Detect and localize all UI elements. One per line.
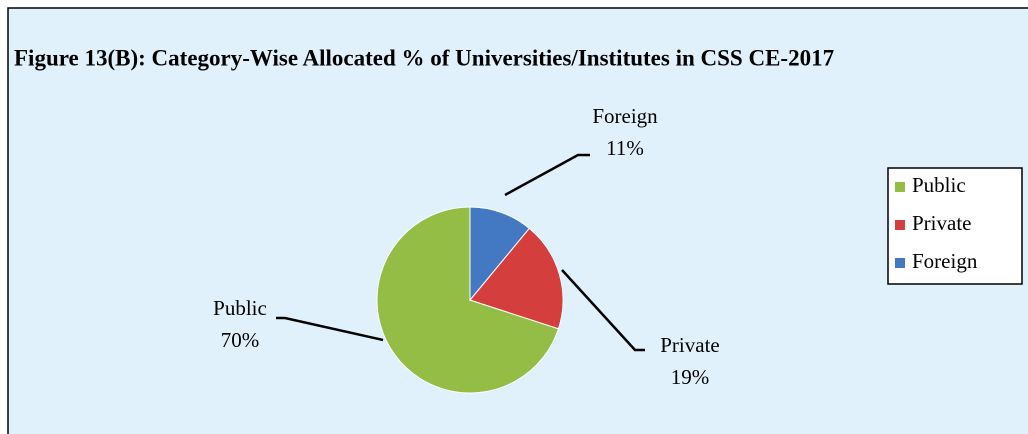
legend-label: Foreign <box>912 249 978 273</box>
data-label-value: 70% <box>221 328 260 352</box>
data-label-name: Public <box>213 296 267 320</box>
data-label-value: 19% <box>671 365 710 389</box>
data-label-name: Private <box>660 333 719 357</box>
legend-swatch <box>895 182 905 192</box>
leader-line <box>504 153 590 197</box>
pie-slice <box>376 206 560 394</box>
legend-label: Public <box>912 173 966 197</box>
legend-swatch <box>895 220 905 230</box>
legend-label: Private <box>912 211 971 235</box>
data-label-value: 11% <box>606 136 644 160</box>
data-label-name: Foreign <box>592 104 658 128</box>
legend-swatch <box>895 258 905 268</box>
leader-line <box>276 316 384 342</box>
pie-slice <box>469 227 564 330</box>
leader-line <box>561 269 645 352</box>
legend <box>887 167 1023 285</box>
pie-slice <box>469 206 530 302</box>
chart-title: Figure 13(B): Category-Wise Allocated % … <box>14 45 834 70</box>
